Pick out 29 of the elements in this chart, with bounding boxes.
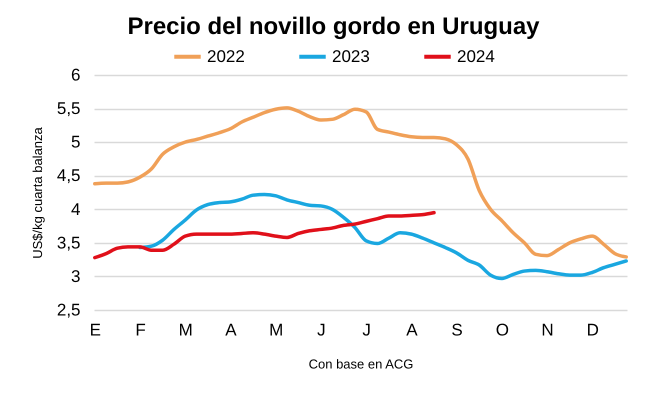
line-series [138, 192, 628, 280]
y-tick-label: 4,5 [56, 166, 80, 186]
legend-label: 2023 [332, 46, 370, 66]
y-axis-title: US$/kg cuarta balanza [30, 126, 45, 259]
y-tick-label: 6 [71, 66, 80, 84]
line-series [93, 210, 436, 260]
y-tick-label: 3,5 [56, 233, 80, 252]
line-series [93, 106, 628, 259]
x-tick-label: D [586, 320, 599, 340]
chart-title: Precio del novillo gordo en Uruguay [127, 13, 540, 40]
legend-label: 2022 [207, 46, 245, 66]
y-tick-label: 4 [71, 200, 80, 219]
y-tick-label: 3 [71, 266, 80, 286]
x-tick-label: M [269, 320, 284, 340]
x-tick-label: M [178, 320, 193, 340]
x-tick-label: A [225, 320, 238, 340]
x-tick-label: N [541, 320, 554, 340]
x-tick-label: O [496, 320, 509, 340]
x-tick-label: E [90, 320, 101, 340]
x-tick-label: J [362, 320, 371, 340]
x-axis-title: Con base en ACG [308, 356, 414, 372]
x-tick-label: S [451, 320, 463, 340]
legend-label: 2024 [457, 46, 495, 66]
x-tick-label: F [135, 320, 146, 340]
y-tick-label: 5,5 [56, 99, 80, 118]
y-tick-label: 2,5 [56, 300, 80, 320]
x-tick-label: A [406, 320, 418, 340]
x-tick-label: J [317, 320, 326, 340]
y-tick-label: 5 [71, 132, 80, 152]
